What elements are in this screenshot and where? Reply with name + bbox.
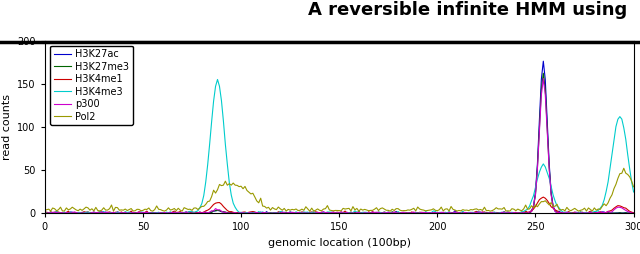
H3K4me1 <box>506 212 514 215</box>
H3K27ac <box>234 212 241 215</box>
H3K4me3 <box>214 78 221 81</box>
H3K27ac <box>630 211 637 214</box>
H3K4me3 <box>275 212 282 215</box>
H3K27ac <box>506 212 514 215</box>
H3K4me3 <box>508 211 516 214</box>
Y-axis label: read counts: read counts <box>2 94 12 160</box>
H3K4me1 <box>541 197 549 200</box>
H3K4me1 <box>300 211 308 214</box>
H3K27ac <box>540 60 547 63</box>
p300 <box>41 212 49 215</box>
H3K27ac <box>445 212 453 215</box>
Text: A reversible infinite HMM using: A reversible infinite HMM using <box>308 1 627 19</box>
H3K4me3 <box>447 212 455 215</box>
Line: H3K27ac: H3K27ac <box>45 61 634 213</box>
H3K4me1 <box>540 196 547 199</box>
H3K4me1 <box>147 212 155 215</box>
H3K4me1 <box>630 211 637 214</box>
H3K27me3 <box>506 211 514 214</box>
Pol2 <box>278 209 286 212</box>
H3K27ac <box>41 212 49 215</box>
H3K27ac <box>541 78 549 81</box>
Pol2 <box>298 208 306 211</box>
p300 <box>506 211 514 214</box>
H3K4me1 <box>445 211 453 214</box>
Legend: H3K27ac, H3K27me3, H3K4me1, H3K4me3, p300, Pol2: H3K27ac, H3K27me3, H3K4me1, H3K4me3, p30… <box>50 45 133 125</box>
Line: H3K4me1: H3K4me1 <box>45 197 634 213</box>
H3K4me3 <box>41 211 49 214</box>
H3K27me3 <box>591 212 598 215</box>
p300 <box>298 212 306 215</box>
Pol2 <box>630 185 637 188</box>
p300 <box>445 211 453 214</box>
H3K27me3 <box>540 72 547 75</box>
H3K4me1 <box>591 211 598 214</box>
Pol2 <box>41 209 49 212</box>
H3K4me3 <box>591 210 598 213</box>
Pol2 <box>486 210 494 213</box>
H3K27ac <box>280 211 288 214</box>
Pol2 <box>506 210 514 213</box>
H3K4me1 <box>41 211 49 214</box>
H3K27ac <box>300 211 308 214</box>
H3K27ac <box>591 212 598 215</box>
p300 <box>310 212 317 215</box>
p300 <box>591 212 598 215</box>
Pol2 <box>589 210 596 213</box>
H3K27me3 <box>239 212 247 215</box>
p300 <box>278 211 286 214</box>
H3K27me3 <box>280 211 288 214</box>
p300 <box>540 77 547 80</box>
H3K27me3 <box>445 211 453 214</box>
Line: H3K27me3: H3K27me3 <box>45 73 634 213</box>
H3K27me3 <box>300 212 308 215</box>
H3K4me1 <box>280 212 288 215</box>
Line: H3K4me3: H3K4me3 <box>45 80 634 213</box>
H3K4me3 <box>302 211 310 214</box>
Pol2 <box>620 167 628 170</box>
H3K4me3 <box>541 165 549 168</box>
H3K4me3 <box>630 190 637 194</box>
H3K27me3 <box>41 212 49 215</box>
p300 <box>541 93 549 96</box>
X-axis label: genomic location (100bp): genomic location (100bp) <box>268 238 411 248</box>
Pol2 <box>540 200 547 203</box>
H3K27me3 <box>541 88 549 91</box>
H3K27me3 <box>630 211 637 214</box>
Line: p300: p300 <box>45 78 634 213</box>
Pol2 <box>444 207 451 210</box>
p300 <box>630 212 637 215</box>
H3K4me3 <box>282 212 290 215</box>
Line: Pol2: Pol2 <box>45 168 634 211</box>
